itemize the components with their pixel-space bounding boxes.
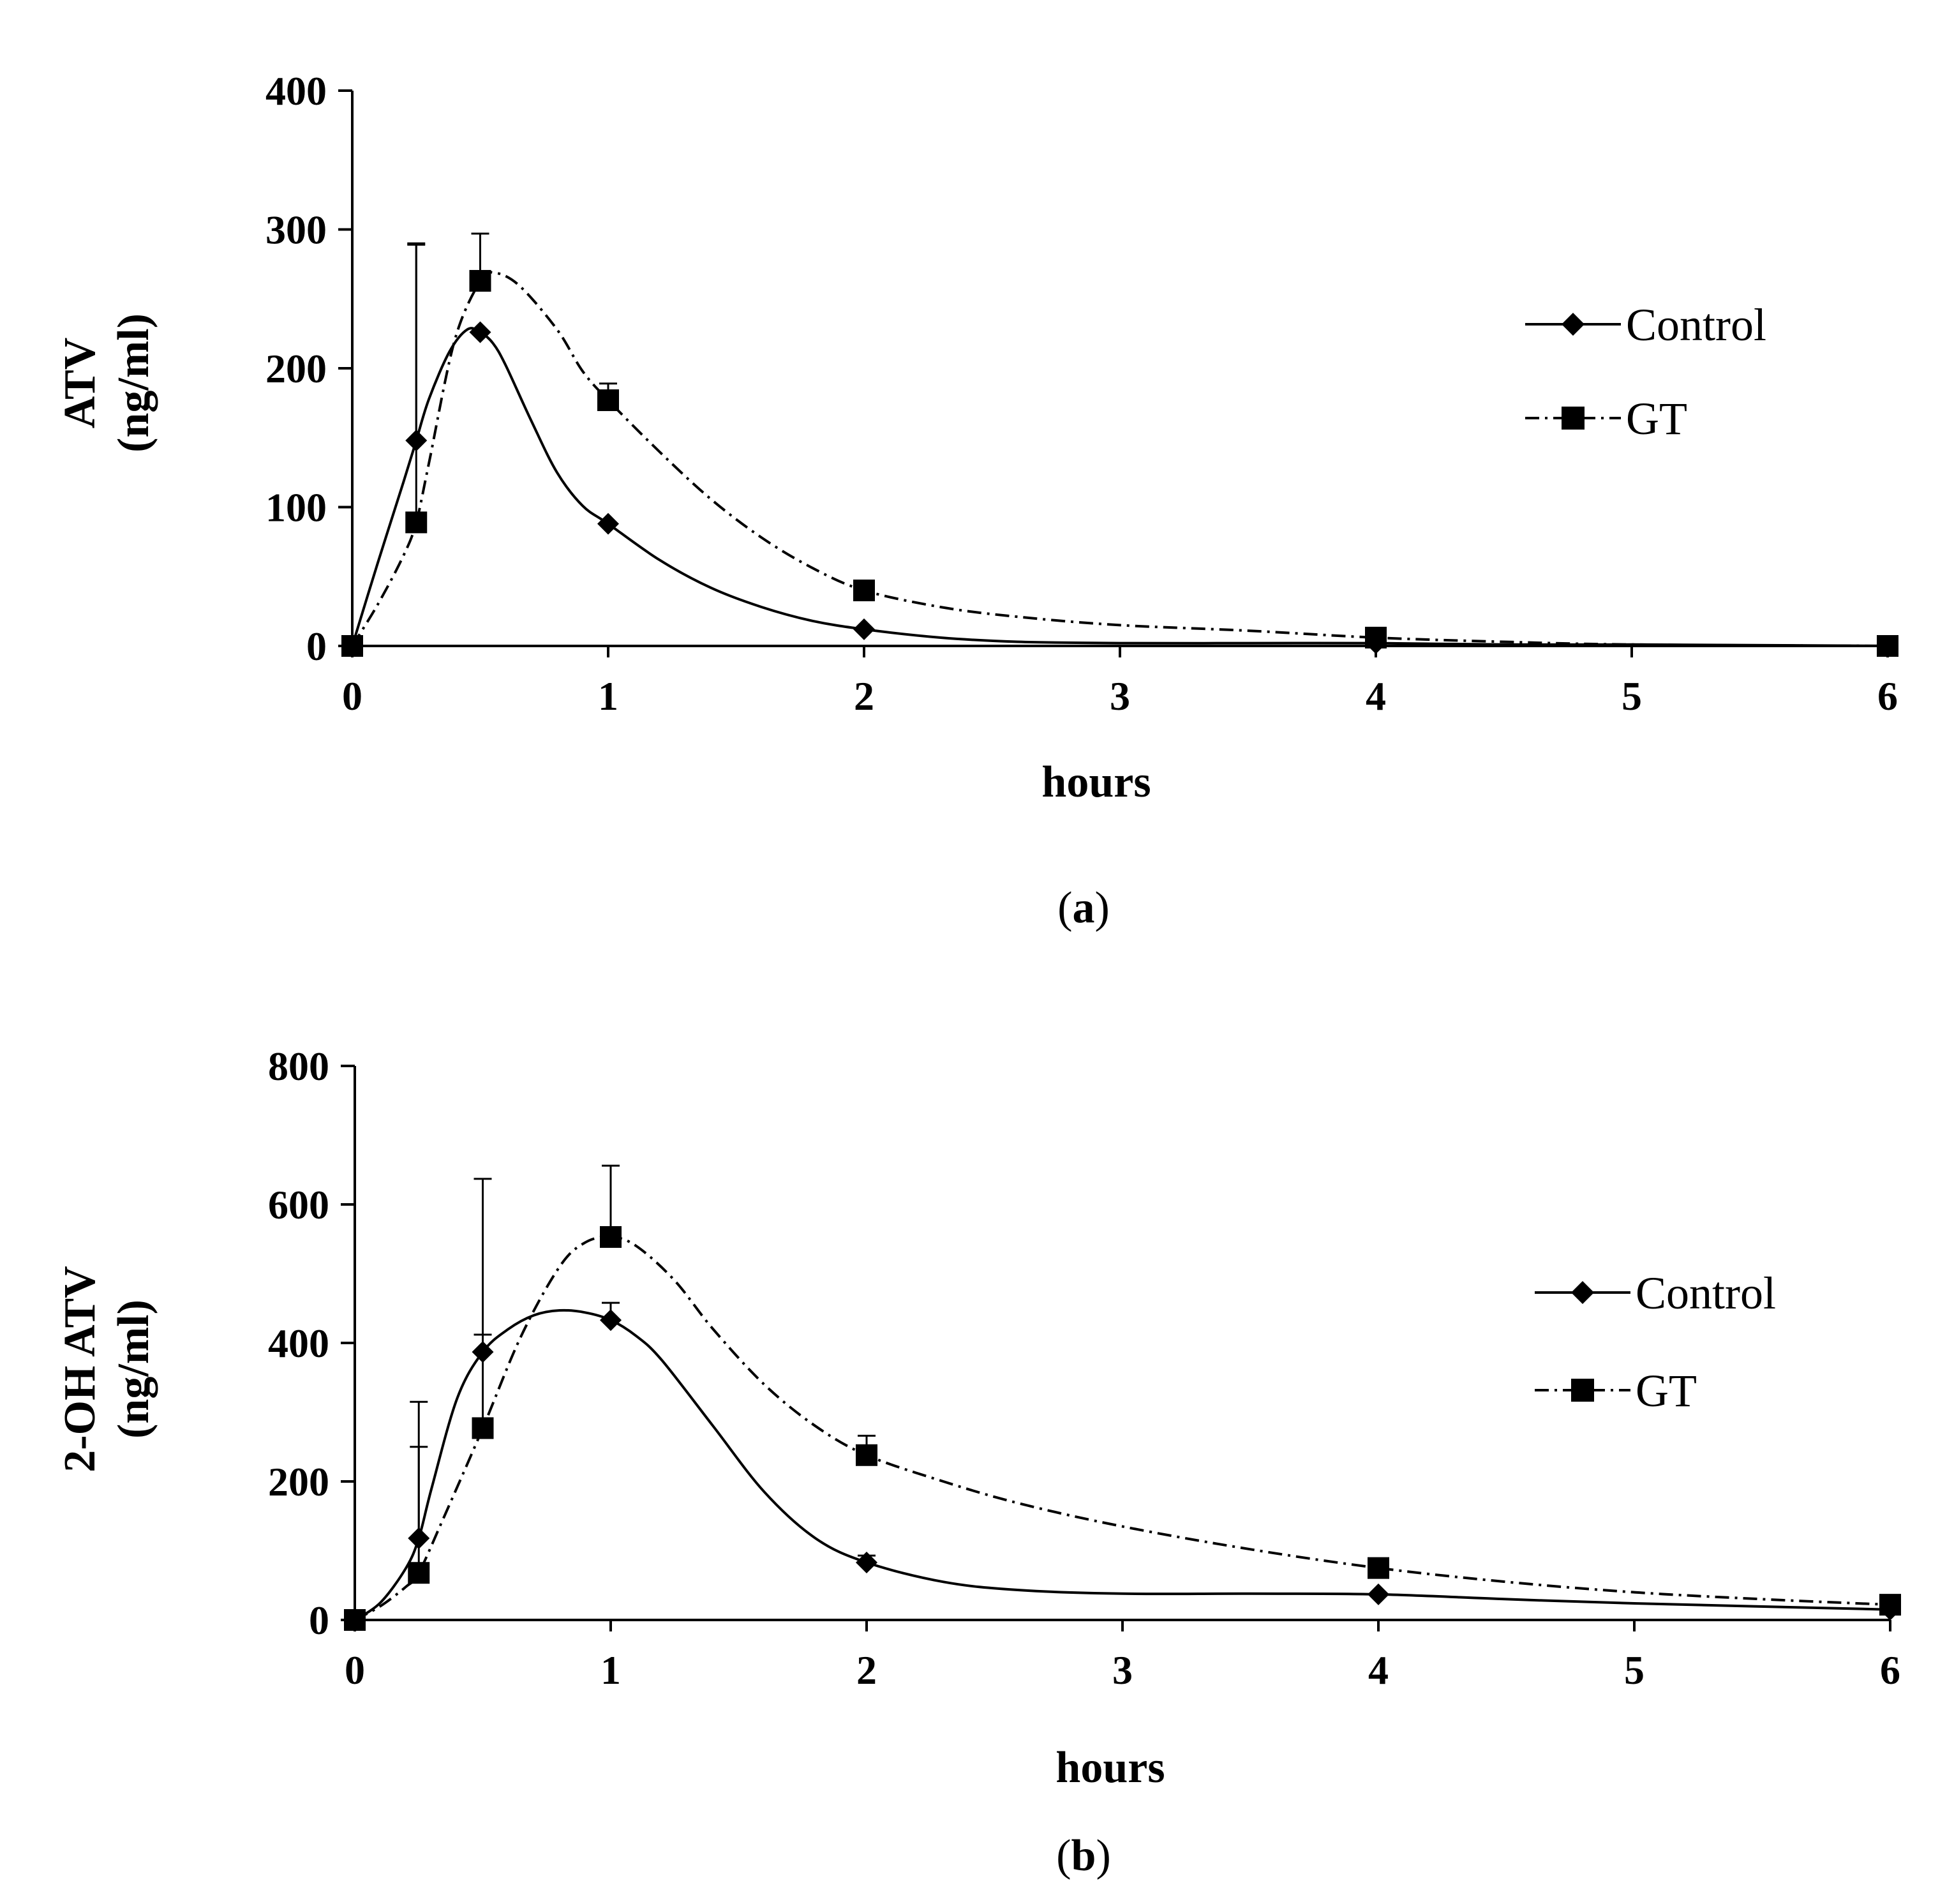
legend-gt-label-a: GT — [1626, 393, 1687, 444]
y-axis-title-line2-b: (ng/ml) — [109, 1300, 158, 1439]
legend-control-label-b: Control — [1636, 1268, 1776, 1319]
chart-panel-b: 0 200 400 600 800 0 1 2 3 4 5 6 2-OH ATV (ng/ml) ho… — [56, 1044, 1901, 1880]
y-tick-label-a: 300 — [265, 207, 327, 253]
series-line-control-a — [351, 327, 1888, 647]
legend-gt-marker-a — [1562, 407, 1585, 430]
data-point-gt-b — [408, 1562, 430, 1584]
series-line-control-b — [354, 1308, 1891, 1621]
y-tick-label-b: 0 — [309, 1598, 329, 1643]
caption-a: (a) — [1057, 883, 1110, 933]
caption-open-a: ( — [1057, 883, 1072, 933]
data-point-control-b — [1368, 1583, 1389, 1605]
caption-close-a: ) — [1095, 883, 1110, 933]
series-line-gt-b — [354, 1235, 1891, 1621]
x-tick-label-b: 4 — [1368, 1647, 1389, 1693]
legend-gt-marker-b — [1571, 1379, 1594, 1402]
legend-b: Control GT — [1535, 1268, 1776, 1416]
data-point-gt-a — [597, 389, 619, 412]
data-point-gt-a — [469, 269, 491, 292]
x-tick-label-b: 5 — [1624, 1647, 1644, 1693]
data-point-gt-a — [341, 635, 363, 657]
caption-close-b: ) — [1096, 1831, 1110, 1880]
y-tick-label-b: 200 — [268, 1459, 329, 1504]
x-axis-title-b: hours — [1055, 1743, 1165, 1792]
y-tick-label-a: 100 — [265, 485, 327, 530]
x-tick-label-a: 0 — [342, 673, 362, 719]
x-tick-label-a: 2 — [854, 673, 874, 719]
data-point-control-a — [405, 430, 428, 452]
y-tick-label-b: 800 — [268, 1044, 329, 1089]
y-tick-label-b: 400 — [268, 1321, 329, 1366]
series-line-gt-a — [351, 270, 1888, 647]
caption-label-a: a — [1073, 883, 1095, 933]
x-tick-label-a: 1 — [598, 673, 618, 719]
data-point-gt-b — [1879, 1594, 1901, 1616]
x-tick-label-a: 5 — [1622, 673, 1642, 719]
data-point-control-b — [856, 1551, 877, 1573]
data-point-gt-b — [344, 1609, 366, 1631]
data-point-gt-b — [600, 1226, 622, 1248]
legend-control-label-a: Control — [1626, 299, 1766, 350]
data-point-gt-a — [1365, 626, 1387, 648]
legend-a: Control GT — [1525, 299, 1766, 444]
x-tick-label-b: 1 — [600, 1647, 621, 1693]
x-tick-label-b: 3 — [1112, 1647, 1133, 1693]
y-tick-label-a: 200 — [265, 346, 327, 391]
data-point-gt-a — [1877, 635, 1898, 657]
data-point-control-b — [408, 1527, 430, 1549]
markers-a — [341, 269, 1898, 657]
y-axis-title-line1-a: ATV — [56, 338, 105, 429]
data-point-control-b — [600, 1309, 622, 1331]
data-point-control-a — [597, 513, 619, 535]
caption-open-b: ( — [1056, 1831, 1071, 1880]
y-tick-label-a: 0 — [306, 624, 327, 669]
x-tick-label-b: 2 — [856, 1647, 877, 1693]
x-tick-label-a: 3 — [1110, 673, 1130, 719]
x-tick-label-b: 0 — [345, 1647, 365, 1693]
axes-b: 0 200 400 600 800 0 1 2 3 4 5 6 — [268, 1044, 1900, 1693]
data-point-gt-a — [853, 580, 875, 601]
data-point-gt-b — [856, 1444, 877, 1466]
y-tick-label-a: 400 — [265, 68, 327, 114]
data-point-gt-b — [1368, 1557, 1389, 1579]
x-tick-label-a: 6 — [1877, 673, 1898, 719]
x-axis-title-a: hours — [1041, 758, 1151, 807]
legend-control-marker-b — [1571, 1281, 1594, 1304]
legend-gt-label-b: GT — [1636, 1365, 1697, 1416]
y-axis-title-line2-a: (ng/ml) — [109, 313, 158, 453]
legend-control-marker-a — [1562, 313, 1585, 336]
data-point-gt-a — [405, 511, 428, 534]
markers-b — [344, 1226, 1901, 1631]
data-point-control-b — [472, 1341, 494, 1363]
y-axis-title-line1-b: 2-OH ATV — [56, 1266, 105, 1472]
data-point-gt-b — [472, 1417, 494, 1439]
data-point-control-a — [469, 321, 491, 343]
data-point-control-a — [853, 618, 875, 640]
x-tick-label-a: 4 — [1366, 673, 1386, 719]
series-lines-b — [354, 1235, 1891, 1621]
x-tick-label-b: 6 — [1880, 1647, 1900, 1693]
y-tick-label-b: 600 — [268, 1182, 329, 1227]
caption-label-b: b — [1071, 1831, 1096, 1880]
chart-panel-a: 0 100 200 300 400 0 1 2 3 4 5 6 ATV (ng/ml) hours C… — [56, 68, 1898, 933]
caption-b: (b) — [1056, 1831, 1111, 1880]
error-bars-b — [410, 1164, 876, 1573]
